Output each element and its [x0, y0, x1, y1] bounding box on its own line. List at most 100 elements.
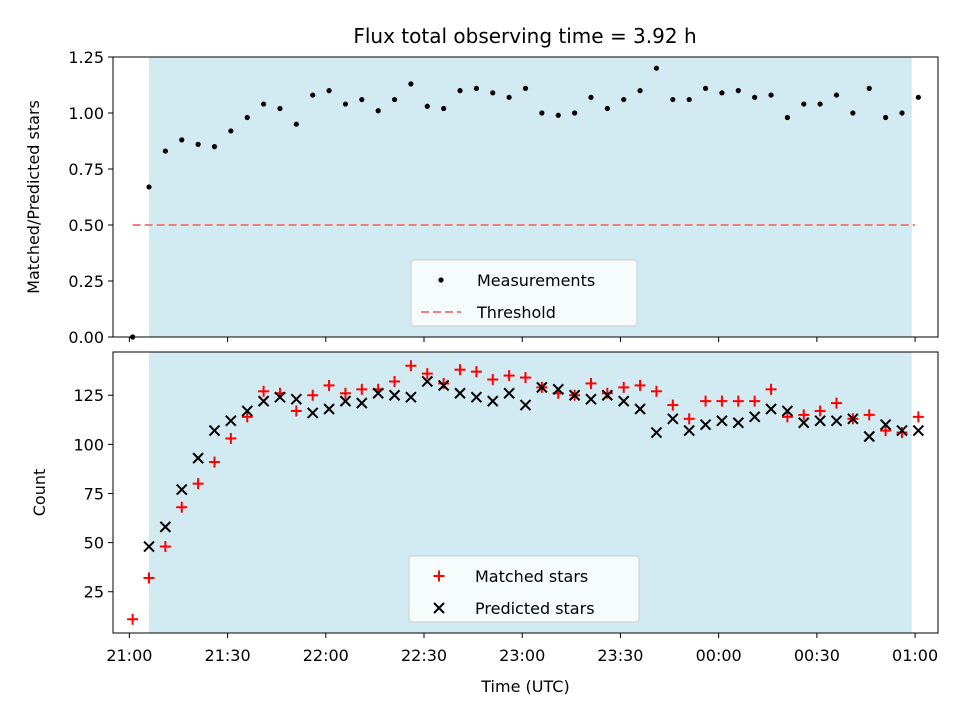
measurement-point: [522, 85, 529, 91]
matched-star-point: [749, 395, 761, 407]
predicted-star-point: [356, 397, 368, 409]
y-tick-label: 1.00: [68, 104, 104, 123]
predicted-star-point: [896, 424, 908, 437]
measurement-point: [506, 94, 512, 100]
measurement-point: [375, 108, 381, 114]
cross-stroke-b: [323, 403, 335, 415]
cross-stroke-b: [257, 395, 270, 407]
legend-entry: Measurements: [438, 271, 595, 290]
measurement-point: [424, 103, 430, 109]
cross-stroke-b: [241, 405, 253, 417]
x-tick-label: 00:30: [794, 646, 840, 665]
cross-stroke-b: [372, 387, 384, 399]
predicted-star-point: [372, 387, 384, 399]
predicted-star-point: [585, 393, 597, 405]
matched-star-point: [323, 379, 335, 391]
predicted-star-point: [405, 391, 417, 403]
top-y-axis-label: Matched/Predicted stars: [24, 100, 43, 294]
predicted-star-point: [143, 540, 155, 553]
legend-entry: Threshold: [421, 303, 556, 322]
predicted-star-point: [634, 403, 646, 415]
cross-stroke-b: [176, 483, 188, 496]
matched-star-point: [683, 413, 695, 425]
legend-entry: Predicted stars: [433, 599, 595, 618]
cross-stroke-b: [339, 395, 352, 407]
bottom-y-axis-label: Count: [30, 469, 49, 517]
predicted-star-point: [748, 411, 761, 423]
measurement-point: [588, 94, 594, 100]
cross-stroke-b: [896, 424, 908, 437]
cross-stroke-b: [208, 424, 221, 437]
matched-star-point: [880, 425, 892, 437]
matched-star-point: [732, 395, 744, 407]
predicted-star-point: [437, 379, 450, 392]
cross-stroke-b: [274, 391, 286, 403]
y-tick-label: 125: [73, 386, 104, 405]
cross-stroke-b: [503, 387, 515, 399]
measurement-point: [768, 92, 774, 98]
counts-layer: [127, 360, 925, 625]
matched-star-point: [700, 395, 712, 407]
measurement-point: [342, 101, 349, 107]
measurement-point: [473, 85, 479, 91]
measurement-point: [359, 96, 365, 103]
predicted-star-point: [650, 426, 663, 439]
measurement-point: [162, 148, 168, 154]
top-legend: Measurements Threshold: [410, 259, 638, 327]
measurement-point: [735, 88, 741, 94]
predicted-star-point: [601, 389, 614, 401]
matched-star-point: [258, 385, 270, 397]
cross-stroke-b: [667, 413, 679, 425]
predicted-star-point: [339, 395, 352, 407]
matched-star-point: [831, 397, 843, 409]
matched-star-point: [208, 456, 220, 468]
cross-stroke-b: [159, 521, 172, 533]
x-tick-label: 21:30: [205, 646, 251, 665]
figure-title: Flux total observing time = 3.92 h: [353, 24, 696, 48]
legend-marker-predicted: [433, 602, 445, 614]
legend-box: [408, 555, 640, 623]
cross-stroke-b: [306, 407, 319, 419]
matched-star-point: [454, 364, 466, 376]
cross-stroke-b: [879, 418, 892, 431]
y-tick-label: 0.00: [68, 328, 104, 347]
cross-stroke-b: [683, 424, 695, 437]
top-x-ticks: [128, 337, 916, 342]
predicted-star-point: [503, 387, 515, 399]
bottom-panel: 25 50 75 100 125 21:00 21:30 22:00 22:30 23:00 23…: [30, 351, 939, 696]
measurement-point: [883, 114, 889, 121]
legend-label: Predicted stars: [475, 599, 595, 618]
cross-stroke-b: [552, 383, 564, 396]
cross-stroke-b: [912, 424, 925, 437]
cross-stroke-b: [650, 426, 663, 439]
measurement-point: [146, 184, 152, 190]
matched-star-point: [307, 389, 319, 401]
predicted-star-point: [912, 424, 925, 437]
y-tick-label: 25: [84, 583, 104, 602]
predicted-star-point: [798, 417, 810, 429]
cross-stroke-b: [356, 397, 368, 409]
matched-star-point: [225, 432, 237, 444]
predicted-star-point: [830, 415, 843, 427]
measurement-point: [784, 114, 791, 121]
x-tick-label: 23:00: [499, 646, 545, 665]
matched-star-point: [470, 366, 482, 378]
top-y-axis: 0.00 0.25 0.50 0.75 1.00 1.25: [68, 48, 113, 347]
legend-marker-measurements: [438, 277, 444, 283]
predicted-star-point: [568, 389, 581, 401]
cross-stroke-b: [634, 403, 646, 415]
x-tick-label: 01:00: [892, 646, 938, 665]
x-tick-label: 21:00: [106, 646, 152, 665]
predicted-star-point: [732, 417, 745, 429]
cross-stroke-b: [814, 415, 826, 427]
predicted-star-point: [274, 391, 286, 403]
matched-star-point: [241, 411, 253, 423]
matched-star-point: [863, 409, 875, 421]
predicted-star-point: [421, 375, 433, 388]
measurement-point: [572, 110, 578, 116]
cross-stroke-b: [568, 389, 581, 401]
cross-stroke-b: [388, 389, 401, 401]
legend-label: Measurements: [477, 271, 595, 290]
matched-star-point: [667, 399, 679, 411]
